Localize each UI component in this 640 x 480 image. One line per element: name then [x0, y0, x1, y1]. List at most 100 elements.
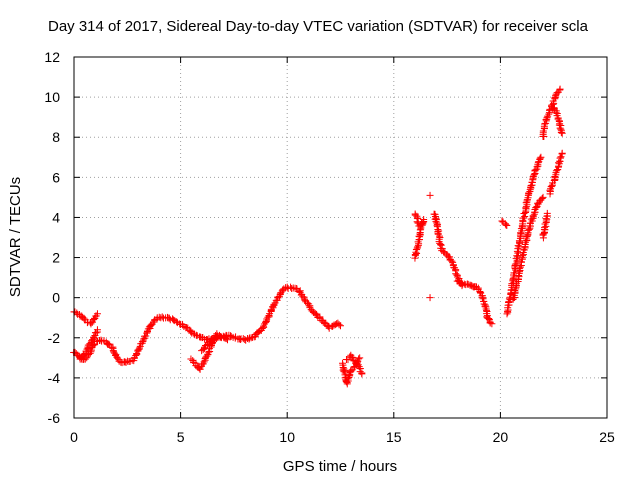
data-point: [545, 110, 553, 118]
data-point: [343, 378, 351, 386]
data-point: [511, 287, 519, 295]
data-point: [541, 120, 549, 128]
data-point: [87, 320, 95, 328]
data-point: [199, 333, 207, 341]
data-point: [529, 212, 537, 220]
data-point: [501, 220, 509, 228]
data-point: [122, 359, 130, 367]
x-tick-label: 15: [386, 429, 402, 445]
data-point: [502, 221, 510, 229]
data-point: [520, 246, 528, 254]
grid-layer: [74, 57, 607, 418]
x-tick-label: 10: [279, 429, 295, 445]
data-point: [464, 280, 472, 288]
data-point: [114, 354, 122, 362]
data-point: [452, 270, 460, 278]
data-point: [86, 340, 94, 348]
y-tick-label: -6: [48, 410, 61, 426]
data-point: [426, 294, 434, 302]
data-point: [413, 218, 421, 226]
data-point: [514, 242, 522, 250]
data-point: [455, 277, 463, 285]
data-point: [335, 321, 343, 329]
data-point: [93, 310, 101, 318]
data-point: [426, 191, 434, 199]
y-tick-label: 6: [52, 169, 60, 185]
data-point: [543, 113, 551, 121]
data-point: [516, 265, 524, 273]
data-point: [448, 257, 456, 265]
data-point: [539, 230, 547, 238]
data-point: [170, 316, 178, 324]
data-point: [203, 352, 211, 360]
data-point: [358, 370, 366, 378]
data-point: [555, 159, 563, 167]
data-point: [537, 153, 545, 161]
data-point: [503, 221, 511, 229]
data-point: [187, 355, 195, 363]
data-point: [356, 354, 364, 362]
data-point: [525, 189, 533, 197]
data-point: [488, 320, 496, 328]
data-point: [546, 186, 554, 194]
data-point: [440, 248, 448, 256]
x-tick-label: 25: [599, 429, 615, 445]
data-point: [532, 204, 540, 212]
data-point: [518, 252, 526, 260]
y-tick-label: 8: [52, 129, 60, 145]
data-point: [558, 129, 566, 137]
data-point: [543, 209, 551, 217]
data-point: [513, 279, 521, 287]
data-point: [536, 154, 544, 162]
y-tick-label: -4: [48, 370, 61, 386]
x-axis-label: GPS time / hours: [283, 458, 397, 475]
data-point: [531, 166, 539, 174]
data-point: [541, 220, 549, 228]
data-point: [551, 172, 559, 180]
data-point: [516, 263, 524, 271]
data-point: [265, 311, 273, 319]
data-point: [530, 170, 538, 178]
y-tick-label: 4: [52, 209, 60, 225]
data-point: [538, 194, 546, 202]
data-point: [436, 234, 444, 242]
data-point: [222, 335, 230, 343]
ticks-layer: 0 5 10 15 20 25 -6 -4 -2 0 2 4 6 8 10 12: [44, 49, 615, 445]
chart-title: Day 314 of 2017, Sidereal Day-to-day VTE…: [48, 18, 589, 35]
data-point: [521, 212, 529, 220]
y-tick-label: 10: [44, 89, 60, 105]
data-point: [558, 149, 566, 157]
x-tick-label: 0: [70, 429, 78, 445]
data-point: [556, 85, 564, 93]
data-point: [557, 153, 565, 161]
data-point: [552, 109, 560, 117]
data-point: [217, 333, 225, 341]
data-point: [135, 344, 143, 352]
data-point: [435, 238, 443, 246]
data-point: [420, 215, 428, 223]
data-point: [540, 132, 548, 140]
data-point: [337, 322, 344, 330]
data-point: [417, 221, 425, 229]
y-tick-label: 2: [52, 250, 60, 266]
x-tick-label: 20: [493, 429, 509, 445]
x-tick-label: 5: [177, 429, 185, 445]
data-point: [80, 314, 88, 322]
data-points: [70, 85, 566, 388]
data-point: [344, 375, 352, 383]
data-point: [478, 294, 486, 302]
data-point: [93, 326, 101, 334]
data-point: [505, 295, 513, 303]
data-point: [200, 358, 208, 366]
data-point: [539, 193, 547, 201]
data-point: [158, 313, 166, 321]
data-point: [340, 368, 348, 376]
y-tick-label: 12: [44, 49, 60, 65]
data-point: [90, 316, 98, 324]
y-tick-label: 0: [52, 290, 60, 306]
data-point: [548, 182, 556, 190]
data-point: [486, 319, 494, 327]
plot-frame: [73, 56, 608, 419]
data-point: [205, 348, 213, 356]
